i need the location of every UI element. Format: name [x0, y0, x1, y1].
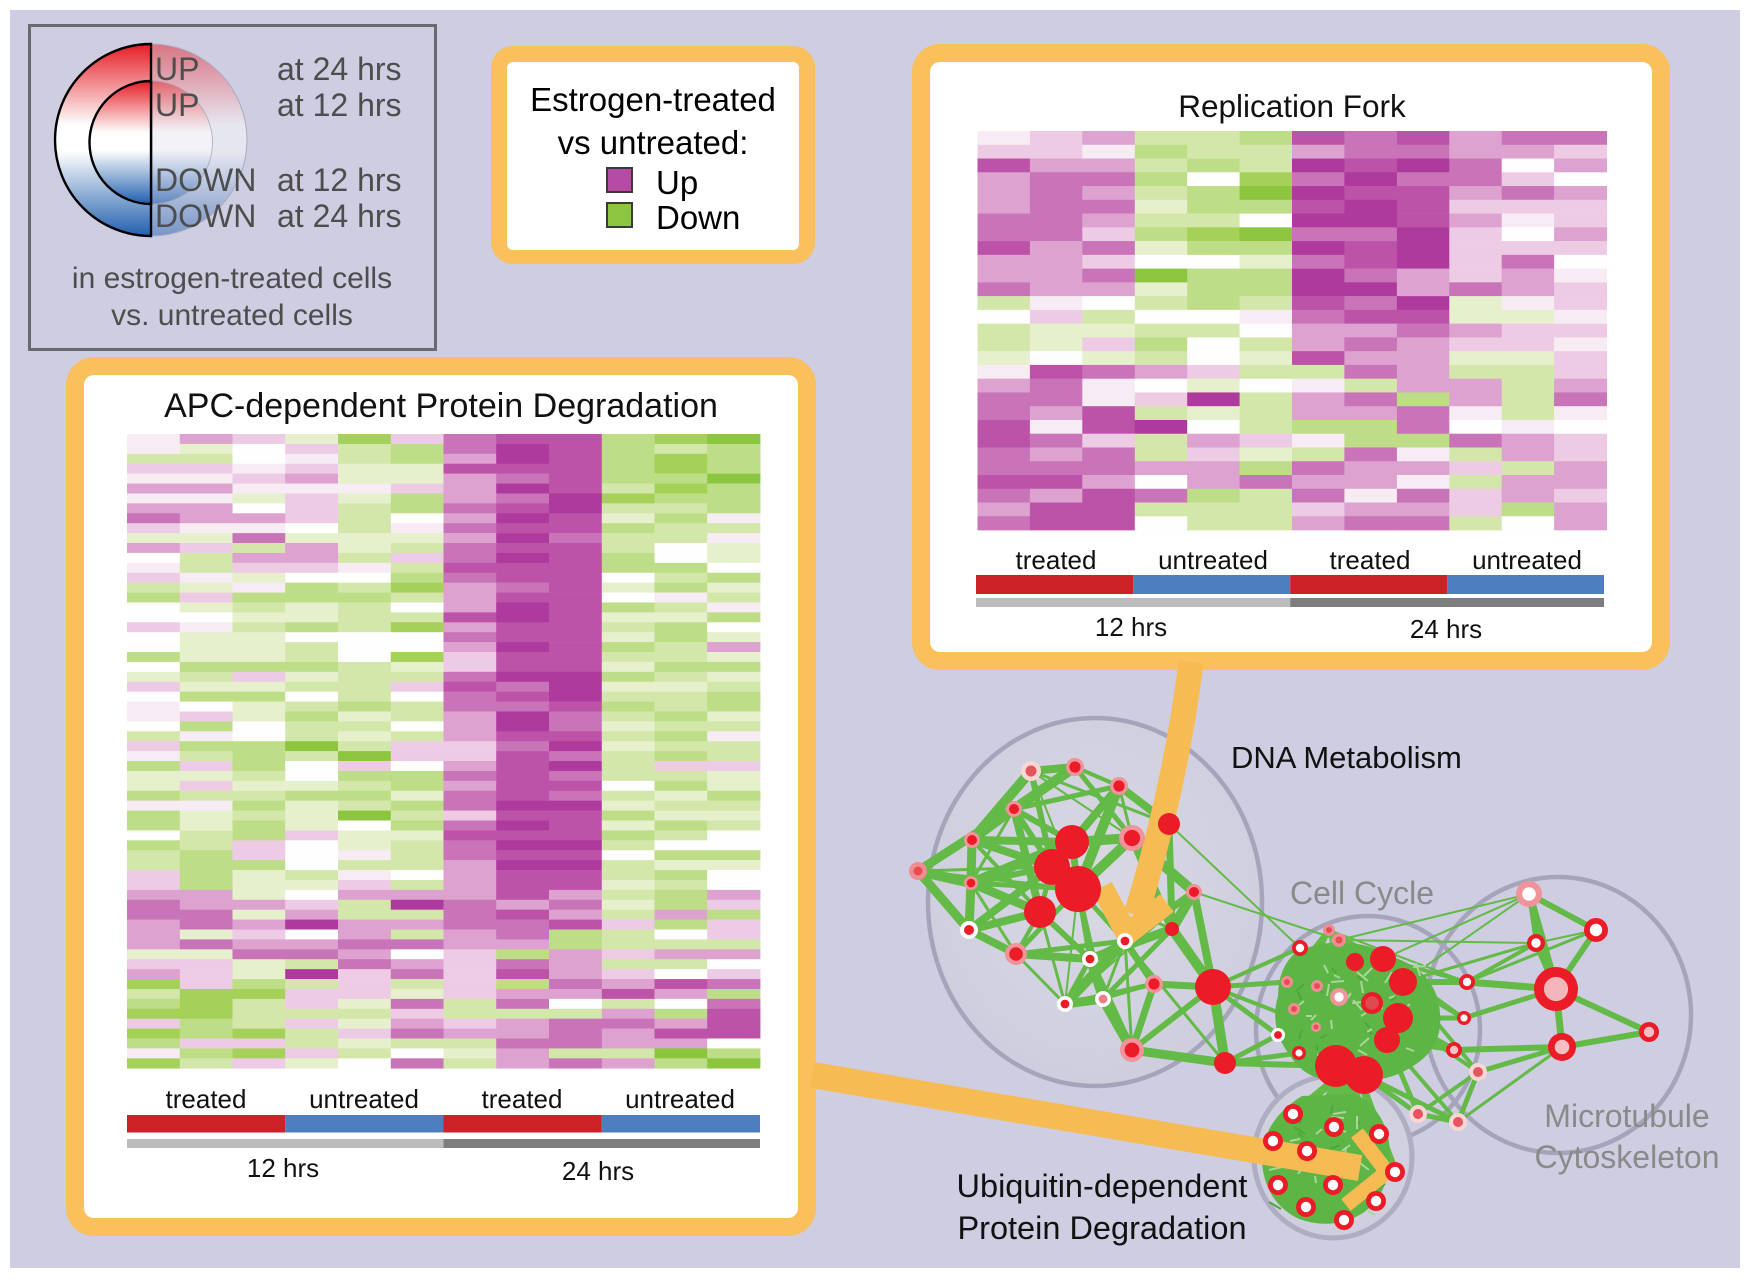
svg-text:at 12 hrs: at 12 hrs [277, 162, 402, 198]
svg-text:Estrogen-treated: Estrogen-treated [530, 81, 776, 118]
svg-text:APC-dependent Protein Degradat: APC-dependent Protein Degradation [164, 387, 718, 425]
svg-text:untreated: untreated [1472, 545, 1582, 575]
svg-text:DOWN: DOWN [155, 162, 256, 198]
svg-text:12 hrs: 12 hrs [247, 1153, 319, 1183]
svg-text:Cell Cycle: Cell Cycle [1290, 875, 1434, 911]
svg-text:at 24 hrs: at 24 hrs [277, 198, 402, 234]
svg-text:Cytoskeleton: Cytoskeleton [1535, 1139, 1720, 1175]
svg-text:treated: treated [482, 1084, 563, 1114]
svg-text:vs. untreated cells: vs. untreated cells [111, 299, 353, 332]
svg-text:vs untreated:: vs untreated: [558, 124, 749, 161]
svg-text:untreated: untreated [625, 1084, 735, 1114]
svg-text:UP: UP [155, 87, 199, 123]
svg-text:Replication Fork: Replication Fork [1178, 88, 1406, 124]
svg-text:untreated: untreated [309, 1084, 419, 1114]
svg-text:treated: treated [1016, 545, 1097, 575]
svg-text:untreated: untreated [1158, 545, 1268, 575]
svg-text:at 12 hrs: at 12 hrs [277, 87, 402, 123]
svg-text:Ubiquitin-dependent: Ubiquitin-dependent [957, 1168, 1248, 1204]
svg-text:at 24 hrs: at 24 hrs [277, 51, 402, 87]
svg-text:in estrogen-treated cells: in estrogen-treated cells [72, 262, 392, 295]
svg-text:Protein Degradation: Protein Degradation [957, 1210, 1246, 1246]
svg-text:DNA Metabolism: DNA Metabolism [1231, 740, 1462, 775]
svg-text:24 hrs: 24 hrs [1410, 614, 1482, 644]
svg-text:treated: treated [1330, 545, 1411, 575]
svg-text:UP: UP [155, 51, 199, 87]
svg-text:24 hrs: 24 hrs [562, 1156, 634, 1186]
svg-text:Up: Up [656, 164, 698, 201]
svg-text:DOWN: DOWN [155, 198, 256, 234]
svg-text:12 hrs: 12 hrs [1095, 612, 1167, 642]
svg-text:Down: Down [656, 199, 740, 236]
svg-text:Microtubule: Microtubule [1544, 1098, 1709, 1134]
svg-text:treated: treated [166, 1084, 247, 1114]
